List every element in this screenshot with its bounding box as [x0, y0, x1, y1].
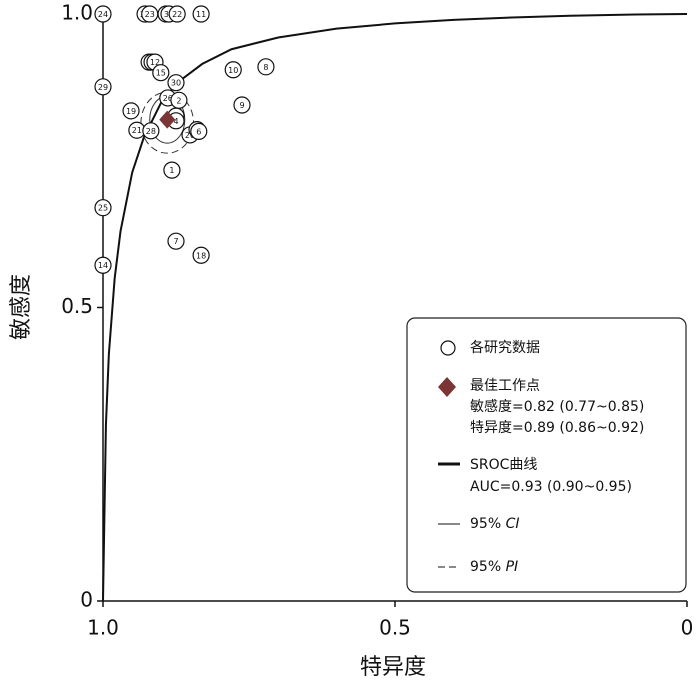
study-point [167, 232, 185, 250]
study-point [233, 96, 251, 114]
study-label: 24 [98, 10, 108, 19]
study-point [192, 5, 210, 23]
study-label: 14 [98, 261, 108, 270]
study-point [167, 74, 185, 92]
study-point [94, 256, 112, 274]
study-label: 20 [185, 131, 195, 140]
y-tick-label: 0 [80, 588, 93, 612]
y-tick-label: 0.5 [61, 294, 93, 318]
legend-name: CI [506, 516, 520, 532]
legend-label: 95% CI [470, 516, 519, 532]
legend-name: PI [506, 559, 519, 575]
legend-label: 95% PI [470, 559, 518, 575]
study-label: 21 [132, 126, 142, 135]
study-point [94, 199, 112, 217]
legend-marker [438, 377, 456, 397]
legend-label: 最佳工作点 [470, 378, 540, 394]
legend-prefix: 95% [470, 516, 501, 532]
x-tick-label: 1.0 [87, 616, 119, 640]
study-point [152, 64, 170, 82]
x-tick-label: 0.5 [379, 616, 411, 640]
sroc-curve [102, 13, 688, 602]
study-label: 10 [228, 66, 238, 75]
study-point [122, 102, 140, 120]
summary-point [159, 110, 176, 129]
study-label: 26 [163, 94, 173, 103]
study-label: 6 [196, 127, 201, 136]
legend-label: SROC曲线 [470, 457, 537, 473]
legend-detail: 敏感度=0.82 (0.77~0.85) [470, 398, 644, 415]
legend-detail: AUC=0.93 (0.90~0.95) [470, 479, 632, 495]
study-point [257, 58, 275, 76]
study-label: 9 [239, 101, 244, 110]
legend-detail: 特异度=0.89 (0.86~0.92) [470, 420, 644, 436]
study-point [192, 246, 210, 264]
y-tick-label: 1.0 [61, 1, 93, 25]
study-label: 1 [169, 166, 174, 175]
study-label: 18 [196, 251, 206, 260]
study-point [190, 122, 208, 140]
study-point [168, 5, 186, 23]
study-label: 2 [176, 96, 181, 105]
study-label: 8 [263, 63, 268, 72]
legend-box [406, 317, 687, 593]
study-label: 30 [171, 79, 181, 88]
study-label: 11 [196, 10, 206, 19]
study-label: 29 [98, 83, 108, 92]
study-point [224, 61, 242, 79]
study-label: 22 [172, 10, 182, 19]
study-point [142, 122, 160, 140]
study-label: 19 [126, 107, 136, 116]
x-tick-label: 0 [681, 616, 694, 640]
study-label: 25 [98, 204, 108, 213]
legend-label: 各研究数据 [470, 340, 540, 356]
study-label: 12 [150, 58, 160, 67]
study-label: 15 [156, 69, 166, 78]
study-label: 28 [146, 127, 156, 136]
legend-prefix: 95% [470, 559, 501, 575]
study-label: 7 [173, 237, 178, 246]
study-point [94, 5, 112, 23]
y-axis-title: 敏感度 [9, 274, 34, 340]
study-point [163, 161, 181, 179]
legend-marker [440, 340, 456, 356]
study-label: 23 [145, 10, 155, 19]
study-label: 4 [173, 117, 178, 126]
study-point [94, 78, 112, 96]
x-axis-title: 特异度 [360, 655, 426, 680]
